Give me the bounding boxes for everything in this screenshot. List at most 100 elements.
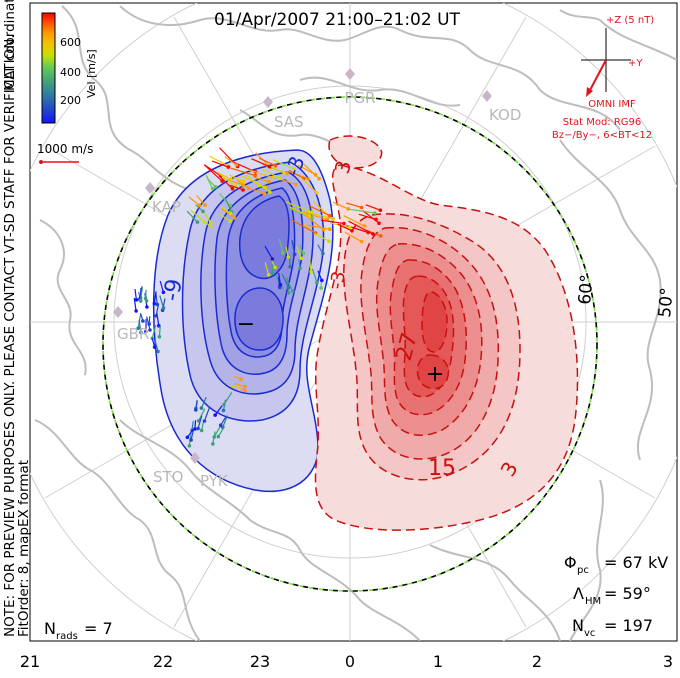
nvc-value: = 197 [604, 616, 653, 635]
velocity-vector-origin [243, 389, 247, 393]
velocity-vector-origin [242, 183, 246, 187]
velocity-vector-origin [278, 176, 282, 180]
mlt-axis: 21 22 23 0 1 2 3 [20, 652, 673, 671]
velocity-vector-origin [214, 185, 218, 189]
station-label-sas: SAS [274, 113, 304, 131]
velocity-vector-origin [302, 252, 306, 256]
lambda-value: = 59° [604, 584, 651, 603]
velocity-vector-origin [227, 165, 231, 169]
phi-value: = 67 kV [604, 553, 668, 572]
velocity-vector-origin [317, 177, 321, 181]
velocity-vector-origin [211, 187, 215, 191]
scale-vector-origin [39, 160, 43, 164]
velocity-vector-origin [315, 281, 319, 285]
contour-label-neg9: -9 [159, 277, 187, 303]
velocity-vector-origin [299, 256, 303, 260]
colorbar-tick-600: 600 [60, 36, 81, 49]
velocity-vector-origin [153, 345, 157, 349]
colorbar-label: Vel [m/s] [85, 49, 98, 98]
velocity-vector-origin [288, 265, 292, 269]
velocity-vector-origin [253, 174, 257, 178]
velocity-vector-origin [273, 266, 277, 270]
velocity-vector-origin [134, 309, 138, 313]
velocity-vector-origin [145, 305, 149, 309]
velocity-vector-origin [231, 187, 235, 191]
velocity-vector-origin [194, 408, 198, 412]
velocity-vector-origin [379, 208, 383, 212]
velocity-vector-origin [328, 214, 332, 218]
velocity-vector-origin [188, 444, 192, 448]
contour-label-15: 15 [428, 456, 456, 481]
velocity-vector-origin [293, 253, 297, 257]
station-label-pgr: PGR [344, 89, 375, 107]
velocity-vector-origin [144, 297, 148, 301]
velocity-vector-origin [291, 289, 295, 293]
station-label-pyk: PYK [200, 472, 229, 490]
velocity-vector-origin [374, 218, 378, 222]
velocity-vector-origin [243, 385, 247, 389]
velocity-vector-origin [267, 273, 271, 277]
velocity-vector-origin [158, 335, 162, 339]
note-mlt-coordinates: MLT coordinates [2, 0, 18, 91]
velocity-vector-origin [222, 409, 226, 413]
velocity-vector-origin [371, 232, 375, 236]
velocity-vector-origin [298, 266, 302, 270]
velocity-vector-origin [239, 377, 243, 381]
velocity-vector-origin [209, 225, 213, 229]
velocity-vector-origin [328, 227, 332, 231]
velocity-vector-origin [241, 188, 245, 192]
velocity-vector-origin [203, 419, 207, 423]
velocity-colorbar [42, 13, 55, 123]
velocity-vector-origin [281, 251, 285, 255]
lambda-subscript: HM [585, 596, 601, 607]
nrads-symbol: N [44, 619, 56, 638]
velocity-vector-origin [229, 178, 233, 182]
mlt-tick-0: 0 [345, 652, 355, 671]
station-label-sto: STO [153, 468, 184, 486]
velocity-vector-origin [307, 177, 311, 181]
velocity-vector-origin [373, 211, 377, 215]
mlt-tick-21: 21 [20, 652, 40, 671]
imf-source: OMNI IMF [588, 99, 636, 110]
velocity-vector-origin [162, 306, 166, 310]
velocity-vector-origin [309, 270, 313, 274]
velocity-vector-origin [212, 435, 216, 439]
velocity-vector-origin [186, 436, 190, 440]
velocity-vector-origin [229, 219, 233, 223]
station-label-kod: KOD [489, 106, 521, 124]
phi-subscript: pc [577, 565, 589, 576]
velocity-vector-origin [271, 257, 275, 261]
velocity-vector-origin [141, 319, 145, 323]
velocity-vector-origin [154, 314, 158, 318]
velocity-vector-origin [267, 180, 271, 184]
velocity-vector-origin [263, 192, 267, 196]
station-label-gbr: GBR [117, 325, 149, 343]
velocity-vector-origin [360, 206, 364, 210]
velocity-vector-origin [308, 214, 312, 218]
nrads-subscript: rads [56, 631, 78, 642]
velocity-vector-origin [139, 298, 143, 302]
velocity-vector-origin [363, 224, 367, 228]
velocity-vector-origin [287, 286, 291, 290]
phi-symbol: Φ [564, 553, 577, 572]
velocity-vector-origin [197, 203, 201, 207]
potential-min-marker: − [237, 312, 255, 337]
mlt-tick-3: 3 [663, 652, 673, 671]
velocity-vector-origin [294, 183, 298, 187]
velocity-vector-origin [319, 286, 323, 290]
velocity-vector-origin [274, 164, 278, 168]
map-title: 01/Apr/2007 21:00–21:02 UT [214, 10, 460, 30]
mlt-tick-22: 22 [153, 652, 173, 671]
velocity-vector-origin [217, 435, 221, 439]
velocity-vector-origin [315, 191, 319, 195]
velocity-vector-origin [321, 252, 325, 256]
velocity-vector-origin [203, 203, 207, 207]
colorbar-tick-400: 400 [60, 66, 81, 79]
velocity-vector-origin [279, 283, 283, 287]
imf-z-label: +Z (5 nT) [606, 15, 654, 26]
stat-model-line1: Stat Mod: RG96 [563, 117, 642, 128]
mlt-tick-23: 23 [250, 652, 270, 671]
velocity-vector-origin [200, 406, 204, 410]
